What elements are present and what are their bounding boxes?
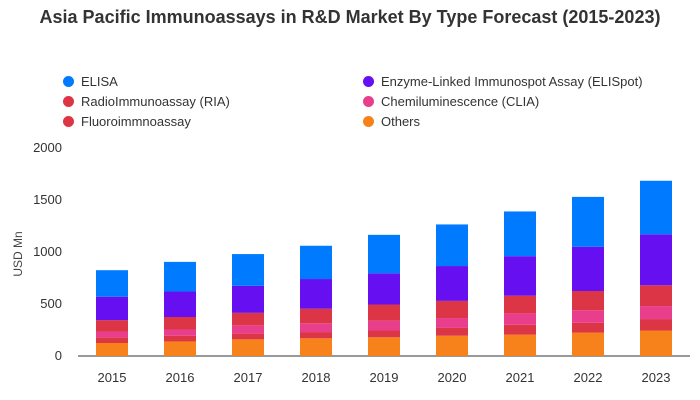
bar-segment-others-2018[interactable] [300, 338, 332, 356]
x-tick-label-2022: 2022 [574, 370, 603, 385]
legend-label-clia: Chemiluminescence (CLIA) [381, 94, 540, 109]
y-tick-label: 1000 [33, 244, 62, 259]
bar-segment-radioimmunoassay-ria-2019[interactable] [368, 304, 400, 321]
bar-segment-fluoroimmnoassay-2020[interactable] [436, 327, 468, 336]
bar-segment-others-2017[interactable] [232, 339, 264, 356]
bar-segment-enzyme-linked-immunospot-assay-elispot-2023[interactable] [640, 234, 672, 286]
bar-segment-elisa-2016[interactable] [164, 261, 196, 292]
bar-segment-radioimmunoassay-ria-2022[interactable] [572, 291, 604, 311]
legend-swatch-elispot [363, 76, 374, 87]
bar-segment-elisa-2021[interactable] [504, 211, 536, 257]
bar-segment-chemiluminescence-clia-2023[interactable] [640, 306, 672, 320]
bar-segment-radioimmunoassay-ria-2016[interactable] [164, 317, 196, 330]
legend-swatch-elisa [63, 76, 74, 87]
bar-segment-others-2016[interactable] [164, 341, 196, 356]
bar-segment-elisa-2020[interactable] [436, 224, 468, 267]
legend-item-clia[interactable]: Chemiluminescence (CLIA) [363, 94, 539, 109]
bar-segment-fluoroimmnoassay-2022[interactable] [572, 322, 604, 333]
legend-label-elisa: ELISA [81, 74, 118, 89]
bar-segment-fluoroimmnoassay-2015[interactable] [96, 337, 128, 343]
bar-segment-elisa-2017[interactable] [232, 254, 264, 286]
bar-segment-others-2019[interactable] [368, 337, 400, 356]
bar-segment-fluoroimmnoassay-2018[interactable] [300, 332, 332, 339]
bar-segment-enzyme-linked-immunospot-assay-elispot-2015[interactable] [96, 296, 128, 321]
bar-segment-elisa-2019[interactable] [368, 234, 400, 274]
bar-segment-elisa-2022[interactable] [572, 196, 604, 247]
y-axis-title: USD Mn [11, 231, 25, 276]
legend-swatch-clia [363, 96, 374, 107]
bar-segment-radioimmunoassay-ria-2021[interactable] [504, 295, 536, 314]
bar-segment-enzyme-linked-immunospot-assay-elispot-2019[interactable] [368, 273, 400, 305]
bar-segment-fluoroimmnoassay-2019[interactable] [368, 330, 400, 338]
bar-segment-radioimmunoassay-ria-2020[interactable] [436, 300, 468, 319]
y-tick-label: 1500 [33, 192, 62, 207]
bar-segment-chemiluminescence-clia-2019[interactable] [368, 320, 400, 331]
bar-segment-chemiluminescence-clia-2017[interactable] [232, 325, 264, 334]
bar-segment-chemiluminescence-clia-2020[interactable] [436, 318, 468, 328]
bar-segment-radioimmunoassay-ria-2017[interactable] [232, 312, 264, 326]
bar-segment-chemiluminescence-clia-2022[interactable] [572, 310, 604, 323]
x-tick-label-2021: 2021 [506, 370, 535, 385]
bar-segment-chemiluminescence-clia-2018[interactable] [300, 323, 332, 333]
legend-swatch-fluoroimmnoassay [63, 116, 74, 127]
bar-segment-fluoroimmnoassay-2017[interactable] [232, 333, 264, 340]
bar-segment-others-2020[interactable] [436, 335, 468, 356]
bar-segment-elisa-2018[interactable] [300, 245, 332, 280]
x-tick-label-2019: 2019 [370, 370, 399, 385]
x-tick-label-2015: 2015 [98, 370, 127, 385]
chart-title: Asia Pacific Immunoassays in R&D Market … [39, 7, 661, 27]
bar-segment-elisa-2023[interactable] [640, 180, 672, 235]
bar-segment-enzyme-linked-immunospot-assay-elispot-2017[interactable] [232, 285, 264, 313]
bar-segment-radioimmunoassay-ria-2023[interactable] [640, 285, 672, 307]
x-tick-label-2023: 2023 [642, 370, 671, 385]
legend-label-fluoroimmnoassay: Fluoroimmnoassay [81, 114, 191, 129]
x-tick-label-2017: 2017 [234, 370, 263, 385]
bar-segment-radioimmunoassay-ria-2015[interactable] [96, 320, 128, 332]
bar-segment-others-2022[interactable] [572, 332, 604, 356]
legend-item-ria[interactable]: RadioImmunoassay (RIA) [63, 94, 230, 109]
bar-segment-fluoroimmnoassay-2023[interactable] [640, 319, 672, 331]
bar-segment-fluoroimmnoassay-2016[interactable] [164, 335, 196, 342]
legend-item-elisa[interactable]: ELISA [63, 74, 118, 89]
bar-segment-radioimmunoassay-ria-2018[interactable] [300, 308, 332, 324]
bar-segment-others-2015[interactable] [96, 343, 128, 356]
bar-segment-chemiluminescence-clia-2021[interactable] [504, 313, 536, 325]
legend-item-fluoroimmnoassay[interactable]: Fluoroimmnoassay [63, 114, 191, 129]
y-axis: 0 500 1000 1500 2000 [33, 140, 62, 363]
bars [96, 180, 672, 356]
bar-segment-chemiluminescence-clia-2015[interactable] [96, 331, 128, 338]
bar-segment-enzyme-linked-immunospot-assay-elispot-2020[interactable] [436, 266, 468, 301]
y-tick-label: 2000 [33, 140, 62, 155]
y-tick-label: 500 [40, 296, 62, 311]
bar-segment-enzyme-linked-immunospot-assay-elispot-2018[interactable] [300, 279, 332, 309]
bar-segment-fluoroimmnoassay-2021[interactable] [504, 324, 536, 335]
bar-segment-others-2023[interactable] [640, 330, 672, 356]
legend-swatch-others [363, 116, 374, 127]
y-tick-label: 0 [55, 348, 62, 363]
x-tick-label-2016: 2016 [166, 370, 195, 385]
bar-segment-enzyme-linked-immunospot-assay-elispot-2016[interactable] [164, 291, 196, 317]
bar-segment-enzyme-linked-immunospot-assay-elispot-2022[interactable] [572, 246, 604, 291]
legend-swatch-ria [63, 96, 74, 107]
legend-item-elispot[interactable]: Enzyme-Linked Immunospot Assay (ELISpot) [363, 74, 643, 89]
legend-item-others[interactable]: Others [363, 114, 420, 129]
legend-label-elispot: Enzyme-Linked Immunospot Assay (ELISpot) [381, 74, 643, 89]
x-tick-label-2020: 2020 [438, 370, 467, 385]
x-tick-label-2018: 2018 [302, 370, 331, 385]
bar-segment-others-2021[interactable] [504, 334, 536, 356]
bar-segment-chemiluminescence-clia-2016[interactable] [164, 329, 196, 336]
legend-label-ria: RadioImmunoassay (RIA) [81, 94, 230, 109]
bar-segment-enzyme-linked-immunospot-assay-elispot-2021[interactable] [504, 256, 536, 296]
bar-segment-elisa-2015[interactable] [96, 270, 128, 297]
x-axis: 2015 2016 2017 2018 2019 2020 2021 2022 2023 [98, 370, 671, 385]
legend-label-others: Others [381, 114, 421, 129]
